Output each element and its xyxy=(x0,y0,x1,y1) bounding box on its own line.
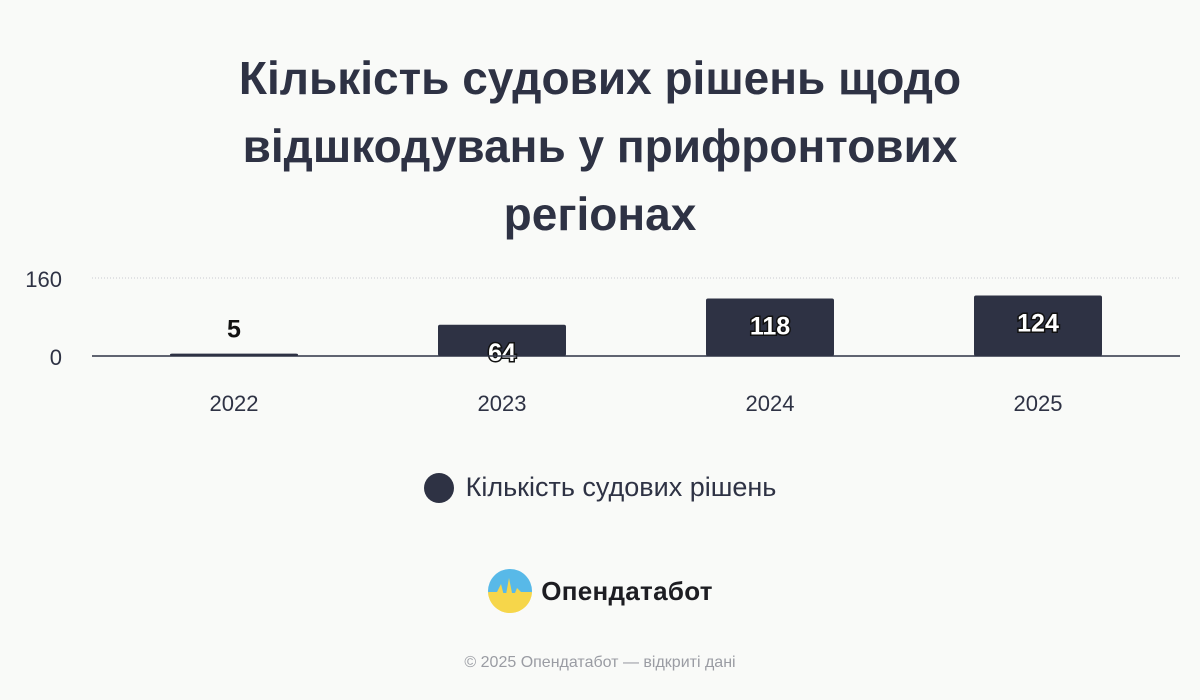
bar xyxy=(438,324,566,356)
chart-legend: Кількість судових рішень xyxy=(0,472,1200,503)
bar xyxy=(974,295,1102,356)
brand-name: Опендатабот xyxy=(541,575,713,606)
opendatabot-logo-icon xyxy=(488,569,533,613)
bar xyxy=(706,298,834,356)
legend-label: Кількість судових рішень xyxy=(465,472,777,502)
x-tick-label: 2022 xyxy=(210,391,259,416)
legend-swatch xyxy=(423,472,454,503)
x-tick-label: 2024 xyxy=(746,391,795,416)
x-tick-label: 2023 xyxy=(478,391,527,416)
data-label: 124 xyxy=(1017,310,1059,338)
bar-chart: 0 160 5 2022 64 2023 118 2024 124 2025 xyxy=(25,267,1180,416)
chart-title: Кількість судових рішень щодо відшкодува… xyxy=(238,52,962,240)
data-label: 118 xyxy=(750,312,790,340)
y-tick-label: 160 xyxy=(25,267,62,292)
x-tick-label: 2025 xyxy=(1014,391,1063,416)
y-tick-label: 0 xyxy=(50,345,62,370)
footer-copyright: © 2025 Опендатабот — відкриті дані xyxy=(464,654,736,671)
data-label: 64 xyxy=(488,339,516,367)
data-label: 5 xyxy=(227,316,241,344)
brand: Опендатабот xyxy=(0,568,1200,614)
